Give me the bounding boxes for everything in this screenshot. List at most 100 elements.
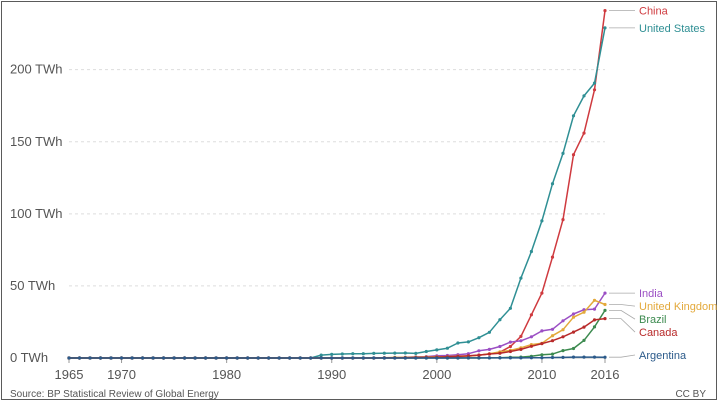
legend-label-india: India xyxy=(639,288,664,300)
data-point-argentina xyxy=(183,356,187,360)
data-point-argentina xyxy=(582,355,586,359)
y-tick-label: 50 TWh xyxy=(10,278,55,293)
data-point-united-states xyxy=(340,352,344,356)
data-point-argentina xyxy=(592,355,597,359)
data-point-india xyxy=(487,347,491,351)
data-point-argentina xyxy=(109,356,113,360)
legend-connector-united-kingdom xyxy=(609,304,636,307)
data-point-argentina xyxy=(351,356,355,360)
data-point-argentina xyxy=(309,356,313,360)
data-point-united-states xyxy=(519,276,523,280)
data-point-india xyxy=(592,307,597,311)
data-point-china xyxy=(508,344,512,349)
data-point-canada xyxy=(603,317,607,321)
data-point-argentina xyxy=(487,356,491,360)
data-point-united-states xyxy=(466,340,470,344)
data-point-china xyxy=(571,153,576,157)
data-point-argentina xyxy=(340,356,344,360)
y-tick-label: 100 TWh xyxy=(10,206,63,221)
data-point-argentina xyxy=(403,356,407,360)
data-point-india xyxy=(519,339,523,343)
data-point-argentina xyxy=(151,356,155,360)
data-point-united-kingdom xyxy=(550,334,555,338)
data-point-china xyxy=(592,88,597,92)
data-point-united-states xyxy=(403,351,407,355)
data-point-united-states xyxy=(414,351,418,355)
data-point-argentina xyxy=(372,356,376,360)
data-point-argentina xyxy=(330,356,334,360)
data-point-argentina xyxy=(414,356,418,360)
data-point-united-kingdom xyxy=(582,310,586,314)
data-point-united-states xyxy=(319,353,323,357)
data-point-argentina xyxy=(162,356,166,360)
data-point-brazil xyxy=(550,352,555,356)
legend-label-argentina: Argentina xyxy=(639,350,687,362)
x-tick-label: 2010 xyxy=(527,367,556,382)
data-point-argentina xyxy=(508,356,512,360)
x-tick-label: 2016 xyxy=(591,367,620,382)
data-point-china xyxy=(550,255,555,259)
data-point-united-states xyxy=(487,330,491,334)
legend-label-china: China xyxy=(639,6,669,18)
data-point-united-states xyxy=(508,306,512,310)
data-point-canada xyxy=(571,330,576,334)
data-point-united-states xyxy=(435,348,439,352)
data-point-argentina xyxy=(393,356,397,360)
data-point-canada xyxy=(508,349,512,354)
data-point-united-kingdom xyxy=(561,328,565,332)
data-point-india xyxy=(498,344,502,349)
data-point-argentina xyxy=(435,356,439,360)
data-point-united-states xyxy=(445,346,449,350)
data-point-india xyxy=(571,312,576,316)
data-point-argentina xyxy=(141,356,145,360)
data-point-brazil xyxy=(561,349,565,353)
data-point-canada xyxy=(529,344,534,348)
data-point-argentina xyxy=(382,356,386,360)
data-point-argentina xyxy=(77,356,82,360)
legend-connector-brazil xyxy=(609,309,636,320)
data-point-china xyxy=(540,291,544,295)
data-point-india xyxy=(603,291,607,295)
data-point-united-states xyxy=(330,352,334,356)
data-point-india xyxy=(540,329,544,333)
data-point-canada xyxy=(540,342,544,346)
data-point-canada xyxy=(582,325,586,329)
y-axis: 0 TWh 50 TWh 100 TWh 150 TWh 200 TWh xyxy=(10,62,63,365)
x-tick-label: 2000 xyxy=(422,367,451,382)
source-note: Source: BP Statistical Review of Global … xyxy=(10,389,219,400)
data-point-brazil xyxy=(571,346,576,351)
data-point-united-states xyxy=(550,182,555,186)
data-point-argentina xyxy=(561,355,565,359)
data-point-argentina xyxy=(319,356,323,360)
data-point-united-states xyxy=(582,94,586,98)
legend-label-canada: Canada xyxy=(639,327,678,339)
data-point-united-states xyxy=(529,249,534,254)
data-point-argentina xyxy=(246,356,250,360)
data-point-india xyxy=(550,327,555,331)
data-point-canada xyxy=(519,347,523,351)
data-point-united-states xyxy=(351,352,355,356)
legend-connector-argentina xyxy=(609,354,636,358)
series-line-canada xyxy=(69,317,606,359)
series-line-china xyxy=(69,10,606,359)
data-point-argentina xyxy=(67,356,71,360)
data-point-united-states xyxy=(477,336,481,340)
data-point-argentina xyxy=(603,355,607,359)
data-point-argentina xyxy=(477,356,481,360)
data-point-canada xyxy=(592,318,597,322)
data-point-united-states xyxy=(393,351,397,355)
data-point-china xyxy=(603,9,607,13)
data-point-united-states xyxy=(424,349,428,354)
data-point-india xyxy=(561,319,565,323)
series-line-brazil xyxy=(69,309,606,359)
data-point-argentina xyxy=(267,356,271,360)
license-link[interactable]: CC BY xyxy=(675,389,706,400)
data-point-argentina xyxy=(130,356,134,360)
data-point-argentina xyxy=(119,356,124,360)
data-point-india xyxy=(477,349,481,353)
data-point-argentina xyxy=(498,356,502,360)
data-point-china xyxy=(529,313,534,317)
data-point-argentina xyxy=(277,356,281,360)
data-point-united-states xyxy=(603,26,607,30)
data-point-united-states xyxy=(456,341,460,345)
